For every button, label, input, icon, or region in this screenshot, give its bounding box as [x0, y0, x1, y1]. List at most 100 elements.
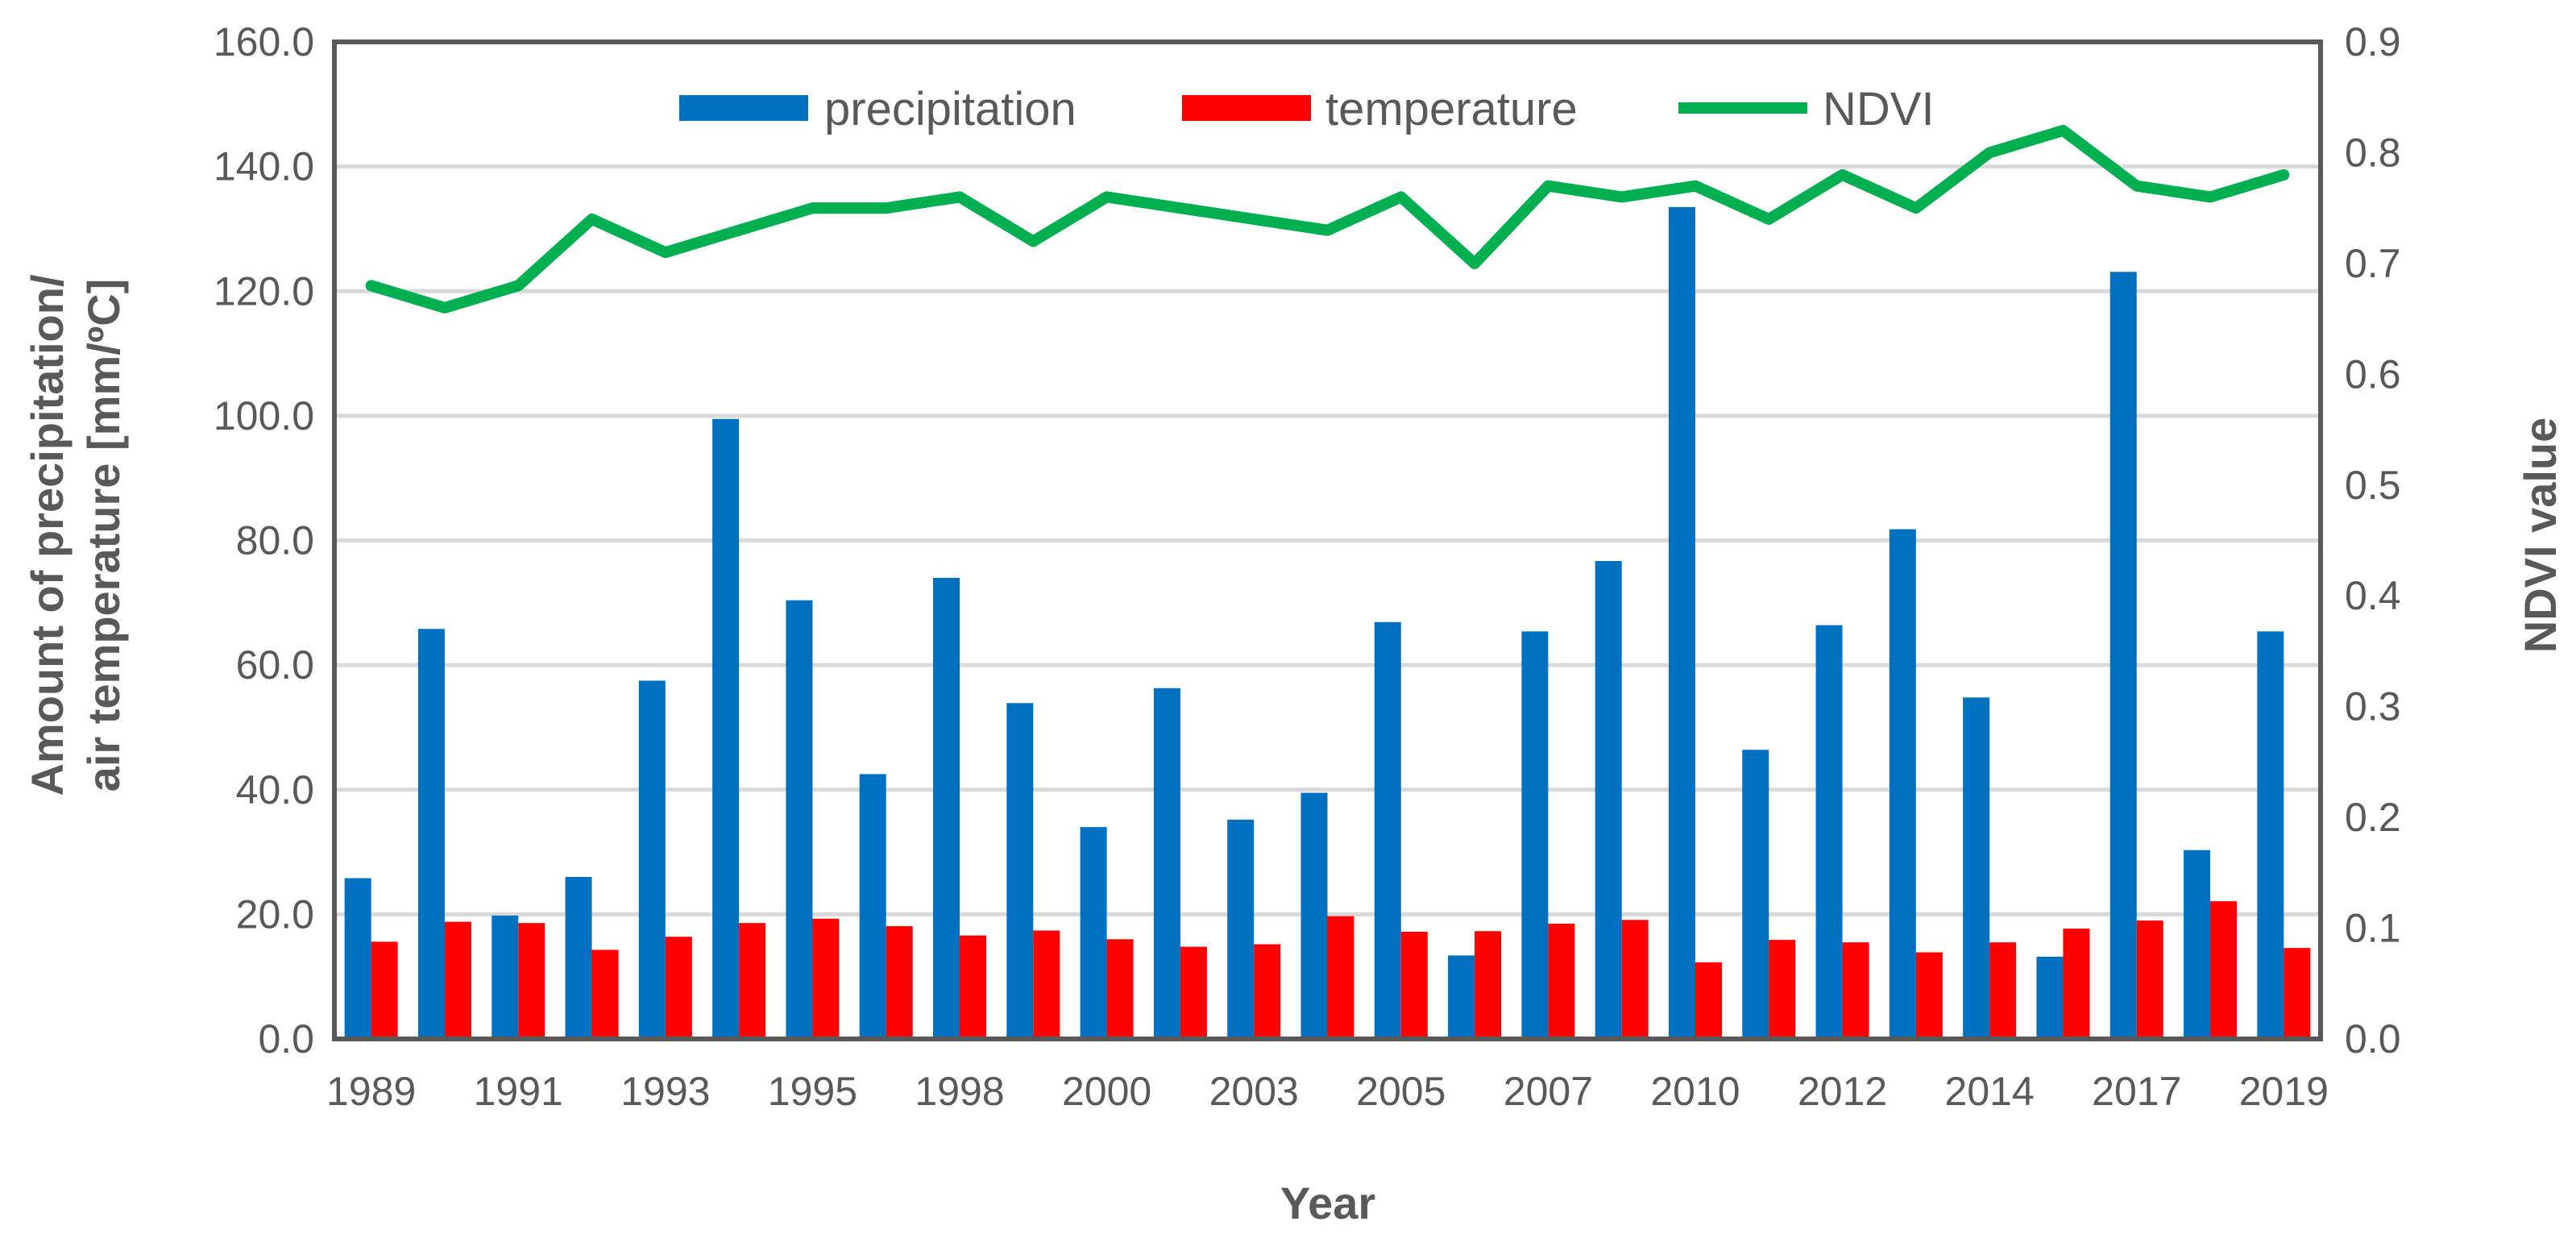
- bar-temperature: [1254, 944, 1281, 1039]
- bar-temperature: [1180, 946, 1207, 1039]
- legend-label-temperature: temperature: [1325, 83, 1578, 135]
- y-tick-label: 80.0: [236, 518, 314, 563]
- bar-temperature: [444, 921, 471, 1039]
- bar-precipitation: [1080, 827, 1107, 1039]
- y-axis-title-line-1: Amount of precipitation/: [22, 274, 73, 796]
- bar-temperature: [1106, 939, 1134, 1039]
- y2-tick-label: 0.6: [2345, 351, 2401, 397]
- y2-tick-label: 0.9: [2345, 19, 2401, 64]
- bar-precipitation: [2257, 631, 2284, 1039]
- y-axis-title-line-2: air temperature [mm/ºC]: [78, 279, 129, 792]
- y-tick-label: 0.0: [258, 1016, 314, 1062]
- bar-temperature: [591, 949, 619, 1039]
- bar-temperature: [1842, 942, 1869, 1039]
- bar-temperature: [1548, 923, 1575, 1039]
- bar-precipitation: [1374, 621, 1401, 1039]
- y2-tick-label: 0.1: [2345, 906, 2401, 951]
- bar-temperature: [1769, 940, 1796, 1039]
- bar-precipitation: [1300, 792, 1328, 1039]
- y2-tick-label: 0.8: [2345, 130, 2401, 175]
- x-tick-label: 1989: [326, 1069, 416, 1114]
- y-tick-label: 60.0: [236, 642, 314, 688]
- legend-swatch-temperature: [1182, 95, 1311, 121]
- y2-tick-label: 0.2: [2345, 795, 2401, 840]
- legend-swatch-precipitation: [679, 95, 808, 121]
- x-axis-title: Year: [1280, 1178, 1375, 1228]
- bar-temperature: [1327, 916, 1354, 1039]
- x-tick-label: 2007: [1504, 1069, 1593, 1114]
- x-tick-label: 1995: [768, 1069, 857, 1114]
- bar-temperature: [2136, 920, 2163, 1039]
- bar-precipitation: [1668, 206, 1695, 1039]
- bar-precipitation: [344, 878, 371, 1039]
- y-axis-ticks: 0.0 20.0 40.0 60.0 80.0 100.0 120.0 140.0 160.0: [214, 19, 314, 1062]
- bar-precipitation: [1227, 819, 1255, 1039]
- bar-temperature: [960, 935, 987, 1039]
- x-axis-ticks: 1989 1991 1993 1995 1998 2000 2003 2005 2007 2010…: [326, 1069, 2329, 1114]
- y2-tick-label: 0.5: [2345, 463, 2401, 508]
- bar-temperature: [1621, 920, 1649, 1039]
- bar-precipitation: [786, 600, 813, 1039]
- bar-temperature: [1033, 930, 1060, 1039]
- y2-tick-label: 0.7: [2345, 241, 2401, 286]
- bar-precipitation: [1889, 529, 1916, 1039]
- y2-axis-title: NDVI value: [2515, 418, 2566, 654]
- bar-temperature: [2210, 901, 2238, 1039]
- bar-precipitation: [933, 577, 960, 1039]
- y2-tick-label: 0.3: [2345, 684, 2401, 729]
- bar-precipitation: [2109, 272, 2137, 1040]
- ndvi-line-group: [365, 124, 2290, 314]
- bar-temperature: [1915, 952, 1943, 1039]
- legend-label-ndvi: NDVI: [1823, 83, 1935, 135]
- y2-tick-label: 0.0: [2345, 1016, 2401, 1062]
- bar-precipitation: [2184, 850, 2211, 1039]
- x-tick-label: 1991: [474, 1069, 563, 1114]
- bar-temperature: [371, 941, 398, 1039]
- bar-temperature: [2063, 929, 2090, 1039]
- x-tick-label: 2012: [1798, 1069, 1887, 1114]
- x-tick-label: 1998: [915, 1069, 1004, 1114]
- bar-precipitation: [1521, 631, 1549, 1039]
- y-tick-label: 40.0: [236, 767, 314, 812]
- bar-precipitation: [417, 629, 445, 1039]
- bar-precipitation: [2036, 956, 2064, 1039]
- bar-precipitation: [859, 774, 886, 1039]
- bar-temperature: [1475, 931, 1502, 1039]
- legend-label-precipitation: precipitation: [824, 83, 1076, 135]
- x-tick-label: 2014: [1945, 1069, 2035, 1114]
- x-tick-label: 2017: [2092, 1069, 2181, 1114]
- bar-precipitation: [1153, 688, 1180, 1039]
- bar-precipitation: [1815, 625, 1843, 1039]
- y-tick-label: 120.0: [214, 268, 314, 314]
- y2-tick-label: 0.4: [2345, 573, 2401, 618]
- x-tick-label: 2005: [1356, 1069, 1446, 1114]
- bar-temperature: [1695, 962, 1722, 1039]
- bar-precipitation: [1006, 703, 1034, 1039]
- bar-temperature: [739, 923, 766, 1039]
- bar-temperature: [886, 926, 913, 1039]
- x-tick-label: 2003: [1209, 1069, 1299, 1114]
- bar-precipitation: [638, 680, 666, 1039]
- y-tick-label: 20.0: [236, 891, 314, 937]
- bar-precipitation: [1595, 561, 1622, 1039]
- bar-temperature: [518, 923, 545, 1039]
- x-tick-label: 2019: [2239, 1069, 2329, 1114]
- plot-border: [332, 39, 2323, 1041]
- x-tick-label: 2000: [1062, 1069, 1151, 1114]
- bar-temperature: [812, 918, 840, 1039]
- bar-temperature: [1400, 932, 1428, 1039]
- y-tick-label: 100.0: [214, 393, 314, 438]
- bar-temperature: [665, 937, 692, 1039]
- ndvi-line: [365, 124, 2290, 314]
- bars: [344, 206, 2311, 1040]
- bar-temperature: [2284, 948, 2311, 1039]
- bar-precipitation: [1742, 750, 1769, 1039]
- legend: precipitation temperature NDVI: [679, 83, 1935, 135]
- y2-axis-ticks: 0.0 0.1 0.2 0.3 0.4 0.5 0.6 0.7 0.8 0.9: [2345, 19, 2401, 1062]
- x-tick-label: 1993: [620, 1069, 710, 1114]
- bar-precipitation: [492, 915, 519, 1039]
- y-tick-label: 140.0: [214, 144, 314, 189]
- bar-precipitation: [1963, 697, 1990, 1039]
- bar-temperature: [1989, 942, 2017, 1039]
